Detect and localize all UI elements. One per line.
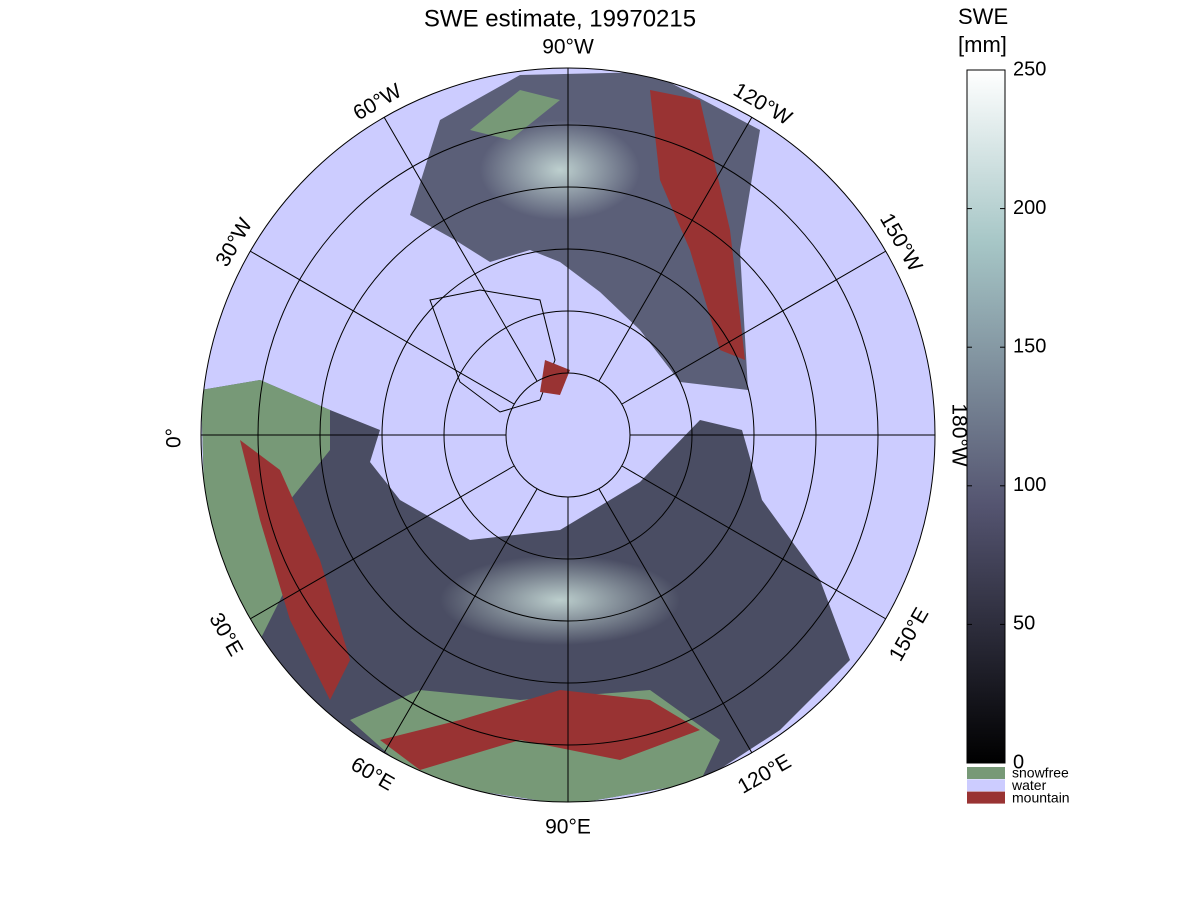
colorbar-label: [mm] <box>958 32 1007 57</box>
lon-label: 90°E <box>545 816 591 839</box>
colorbar-tick-label: 50 <box>1013 613 1035 635</box>
map <box>201 68 935 802</box>
mountain-iceland <box>540 360 570 395</box>
colorbar-tick-label: 250 <box>1013 58 1046 80</box>
snow-high <box>440 555 680 645</box>
lon-label: 150°E <box>885 604 934 665</box>
lon-label: 0° <box>163 428 186 448</box>
mountain-rockies <box>650 90 745 360</box>
map-title: SWE estimate, 19970215 <box>424 5 696 32</box>
legend-label: snowfree <box>1012 765 1069 781</box>
lon-label: 90°W <box>542 36 594 59</box>
lon-label: 30°E <box>204 609 247 660</box>
map-border <box>200 67 936 803</box>
snowfree-america <box>470 90 560 140</box>
colorbar-tick-label: 150 <box>1013 335 1046 357</box>
mountain-europe <box>240 440 350 700</box>
lon-label: 180°W <box>947 403 970 466</box>
colorbar-tick-label: 0 <box>1013 751 1024 773</box>
snow-high <box>480 120 640 220</box>
lon-label: 60°E <box>347 753 398 796</box>
colorbar-tick-label: 200 <box>1013 197 1046 219</box>
colorbar-axis: 0 50 100 150 200 250 <box>967 58 1046 773</box>
graticule <box>201 68 935 802</box>
colorbar-label: SWE <box>958 4 1008 29</box>
legend-label: water <box>1011 777 1047 793</box>
legend-swatch <box>967 791 1005 804</box>
legend-swatch <box>967 779 1005 792</box>
legend-label: mountain <box>1012 789 1070 805</box>
colorbar-tick-label: 100 <box>1013 474 1046 496</box>
legend-swatch <box>967 767 1005 779</box>
colorbar <box>966 69 1006 764</box>
mountain-asia <box>380 690 700 770</box>
